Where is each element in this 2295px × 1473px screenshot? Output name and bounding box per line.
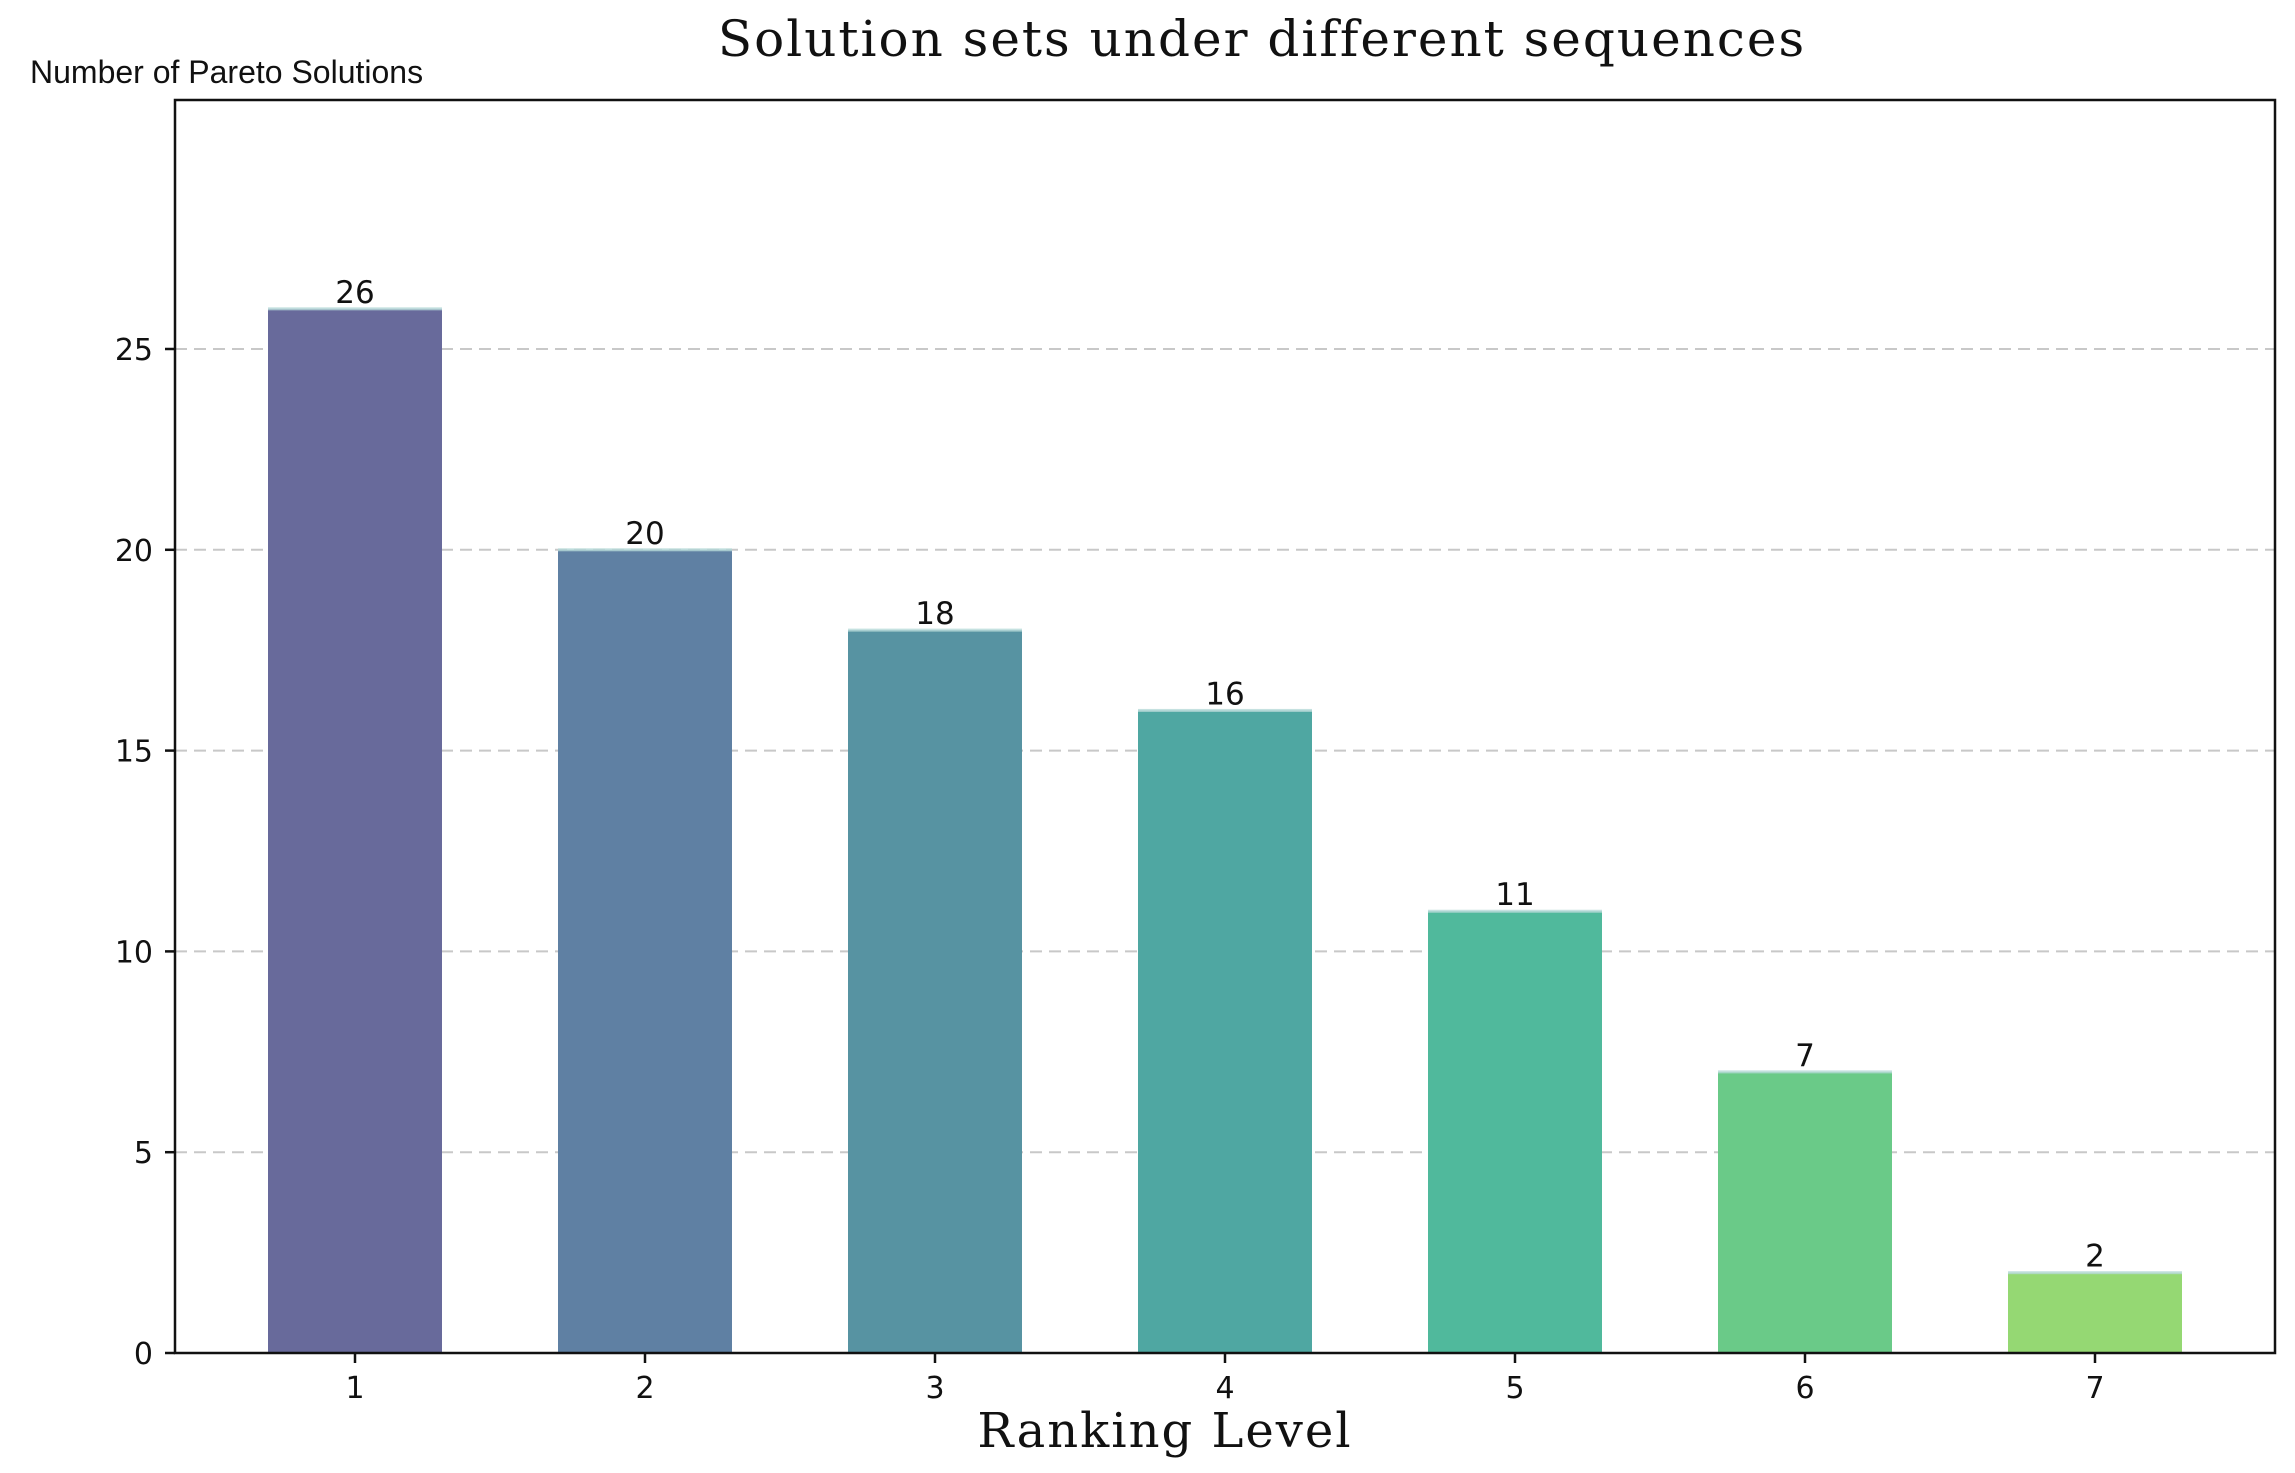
- x-tick-label-5: 5: [1505, 1371, 1524, 1406]
- data-label-4: 16: [1205, 676, 1244, 712]
- bar-2: [558, 549, 732, 1353]
- x-tick-label-7: 7: [2085, 1371, 2104, 1406]
- bar-top-edge-5: [1428, 909, 1602, 913]
- chart-title: Solution sets under different sequences: [718, 10, 1806, 68]
- x-tick-label-1: 1: [345, 1371, 364, 1406]
- data-label-3: 18: [915, 596, 954, 632]
- x-axis-label: Ranking Level: [977, 1403, 1352, 1459]
- bar-4: [1138, 710, 1312, 1353]
- y-tick-label-25: 25: [115, 333, 153, 368]
- x-tick-label-3: 3: [925, 1371, 944, 1406]
- y-tick-label-10: 10: [115, 935, 153, 970]
- x-tick-label-6: 6: [1795, 1371, 1814, 1406]
- bar-1: [268, 308, 442, 1353]
- bar-top-edge-6: [1718, 1070, 1892, 1074]
- bar-3: [848, 630, 1022, 1353]
- y-tick-label-20: 20: [115, 534, 153, 569]
- x-tick-label-2: 2: [635, 1371, 654, 1406]
- bar-top-edge-1: [268, 307, 442, 311]
- data-label-7: 2: [2085, 1239, 2105, 1275]
- y-tick-label-5: 5: [134, 1136, 153, 1171]
- bars: [268, 307, 2182, 1353]
- axes: 0 5 10 15 20 25 1 2 3 4 5 6 7: [115, 98, 2277, 1406]
- plot-frame: [173, 98, 2277, 1355]
- bar-top-edge-2: [558, 548, 732, 552]
- data-labels: 26 20 18 16 11 7 2: [335, 275, 2105, 1275]
- y-tick-label-0: 0: [134, 1337, 153, 1372]
- bar-6: [1718, 1071, 1892, 1353]
- bar-top-edge-3: [848, 628, 1022, 632]
- data-label-2: 20: [625, 516, 664, 552]
- bar-top-edge-7: [2008, 1271, 2182, 1275]
- y-tick-label-15: 15: [115, 735, 153, 770]
- bar-top-edge-4: [1138, 708, 1312, 712]
- data-label-1: 26: [335, 275, 374, 311]
- data-label-5: 11: [1495, 877, 1534, 913]
- data-label-6: 7: [1795, 1038, 1815, 1074]
- bar-7: [2008, 1272, 2182, 1353]
- bar-5: [1428, 911, 1602, 1353]
- y-axis-label: Number of Pareto Solutions: [30, 54, 423, 90]
- x-tick-label-4: 4: [1215, 1371, 1234, 1406]
